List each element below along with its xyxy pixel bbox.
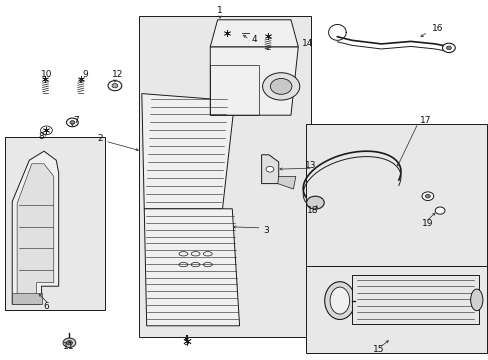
Circle shape [63, 338, 76, 347]
Circle shape [262, 73, 299, 100]
Polygon shape [144, 209, 239, 326]
Polygon shape [210, 47, 298, 115]
Circle shape [434, 207, 444, 214]
Text: 9: 9 [82, 71, 88, 80]
Circle shape [306, 196, 324, 209]
Ellipse shape [324, 282, 354, 320]
Circle shape [66, 341, 72, 345]
Bar [305, 266, 486, 353]
Text: 13: 13 [304, 161, 316, 170]
Polygon shape [17, 164, 54, 301]
Bar [305, 124, 486, 266]
Text: 4: 4 [251, 35, 257, 44]
Polygon shape [12, 151, 59, 304]
Circle shape [425, 194, 429, 198]
Text: 19: 19 [421, 219, 433, 228]
Circle shape [108, 81, 122, 91]
Text: 2: 2 [97, 134, 103, 143]
Polygon shape [210, 20, 298, 47]
Text: 1: 1 [217, 6, 223, 15]
Circle shape [442, 43, 454, 53]
Circle shape [66, 118, 78, 127]
Text: 17: 17 [419, 116, 430, 125]
Text: 11: 11 [62, 342, 74, 351]
Polygon shape [261, 155, 278, 184]
Polygon shape [277, 176, 295, 189]
Circle shape [421, 192, 433, 201]
Text: 15: 15 [372, 346, 384, 354]
Ellipse shape [469, 289, 482, 311]
Text: 8: 8 [39, 132, 44, 141]
Text: 14: 14 [302, 39, 313, 48]
Bar [5, 137, 105, 310]
Text: 5: 5 [183, 338, 188, 347]
Text: 6: 6 [43, 302, 49, 311]
Bar [139, 16, 310, 337]
Text: 7: 7 [73, 116, 79, 125]
Circle shape [70, 121, 75, 124]
Text: 18: 18 [306, 206, 318, 215]
Polygon shape [142, 94, 234, 209]
Ellipse shape [329, 287, 349, 314]
Circle shape [270, 78, 291, 94]
Circle shape [446, 46, 450, 50]
Text: 12: 12 [111, 71, 123, 80]
Text: 3: 3 [263, 226, 269, 235]
Polygon shape [12, 293, 41, 304]
Text: 16: 16 [431, 24, 443, 33]
Text: 10: 10 [41, 71, 52, 80]
Polygon shape [351, 275, 478, 324]
Circle shape [265, 166, 273, 172]
Circle shape [112, 84, 118, 88]
